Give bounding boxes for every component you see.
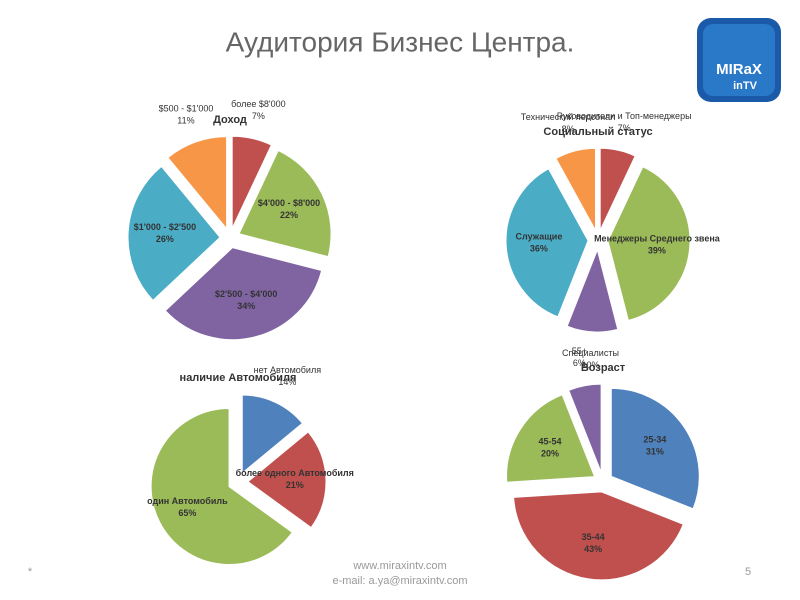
category-label: Руководители и Топ-менеджеры: [557, 111, 692, 121]
pie-slice: [566, 248, 619, 333]
data-label: нет Автомобиля 14%: [254, 365, 322, 387]
value-label: 34%: [237, 302, 255, 312]
category-label: Специалисты: [562, 348, 619, 358]
category-label: $4'000 - $8'000: [258, 199, 320, 209]
data-label: 35-44 43%: [582, 532, 605, 554]
data-label: $2'500 - $4'000 34%: [215, 290, 277, 312]
logo-text: MIRaX: [716, 61, 762, 78]
value-label: 31%: [646, 447, 664, 457]
value-label: 36%: [530, 244, 548, 254]
value-label: 7%: [618, 123, 631, 133]
slide-title: Аудитория Бизнес Центра.: [226, 26, 575, 57]
category-label: один Автомобиль: [147, 496, 228, 506]
logo: MIRaX inTV: [697, 18, 781, 102]
pie-slice: [238, 149, 332, 258]
category-label: Технический персонал: [521, 112, 616, 122]
pie-slice: [247, 431, 327, 529]
category-label: нет Автомобиля: [254, 365, 322, 375]
chart-title: Социальный статус: [543, 126, 652, 138]
logo-text: inTV: [733, 80, 757, 92]
pie-slice: [167, 136, 228, 230]
pie-slice: [599, 147, 636, 231]
value-label: 39%: [648, 246, 666, 256]
category-label: более одного Автомобиля: [236, 469, 354, 479]
pie-slice: [610, 387, 700, 510]
value-label: 21%: [286, 481, 304, 491]
pie-slice: [506, 394, 596, 483]
data-label: 45-54 20%: [538, 437, 561, 459]
pie-slice: [607, 166, 691, 321]
chart-title: Доход: [213, 114, 247, 126]
pie-slice: [231, 135, 273, 229]
category-label: Служащие: [515, 232, 562, 242]
data-label: Менеджеры Среднего звена 39%: [594, 234, 721, 256]
category-label: $2'500 - $4'000: [215, 290, 277, 300]
data-label: $500 - $1'000 11%: [159, 104, 214, 126]
pie-slice: [568, 383, 602, 473]
value-label: 22%: [280, 211, 298, 221]
category-label: $500 - $1'000: [159, 104, 214, 114]
data-label: Специалисты 10%: [562, 348, 619, 370]
pie-slice: [127, 165, 221, 302]
data-label: 25-34 31%: [643, 435, 666, 457]
value-label: 65%: [178, 508, 196, 518]
category-label: более $8'000: [231, 100, 285, 110]
data-label: 55+ 6%: [572, 347, 587, 369]
value-label: 14%: [278, 377, 296, 387]
chart-title: наличие Автомобиля: [180, 372, 297, 384]
value-label: 11%: [177, 116, 194, 126]
pie-slice: [513, 491, 684, 581]
value-label: 8%: [562, 124, 575, 134]
category-label: 35-44: [582, 532, 605, 542]
value-label: 26%: [156, 234, 174, 244]
value-label: 20%: [541, 449, 559, 459]
category-label: 25-34: [643, 435, 666, 445]
category-label: 45-54: [538, 437, 561, 447]
value-label: 43%: [584, 544, 602, 554]
footer-email: e-mail: a.ya@miraxintv.com: [332, 575, 467, 587]
data-label: $4'000 - $8'000 22%: [258, 199, 320, 221]
data-label: Технический персонал 8%: [521, 112, 616, 134]
pie-slice: [505, 168, 589, 318]
data-label: Служащие 36%: [515, 232, 562, 254]
footer-website: www.miraxintv.com: [352, 560, 446, 572]
pie-slice: [555, 147, 597, 231]
page-number: 5: [745, 566, 751, 578]
footer-marker: *: [28, 566, 33, 578]
pie-slice: [164, 247, 323, 341]
value-label: 7%: [252, 112, 265, 122]
value-label: 6%: [573, 359, 586, 369]
category-label: Менеджеры Среднего звена: [594, 234, 721, 244]
category-label: $1'000 - $2'500: [134, 222, 196, 232]
pie-slice: [150, 408, 293, 566]
data-label: Руководители и Топ-менеджеры 7%: [557, 111, 692, 133]
chart-title: Возраст: [581, 362, 626, 374]
data-label: более $8'000 7%: [231, 100, 285, 122]
category-label: 55+: [572, 347, 587, 357]
pie-slice: [241, 394, 304, 475]
data-label: более одного Автомобиля 21%: [236, 469, 354, 491]
value-label: 10%: [581, 360, 599, 370]
data-label: один Автомобиль 65%: [147, 496, 228, 518]
data-label: $1'000 - $2'500 26%: [134, 222, 196, 244]
